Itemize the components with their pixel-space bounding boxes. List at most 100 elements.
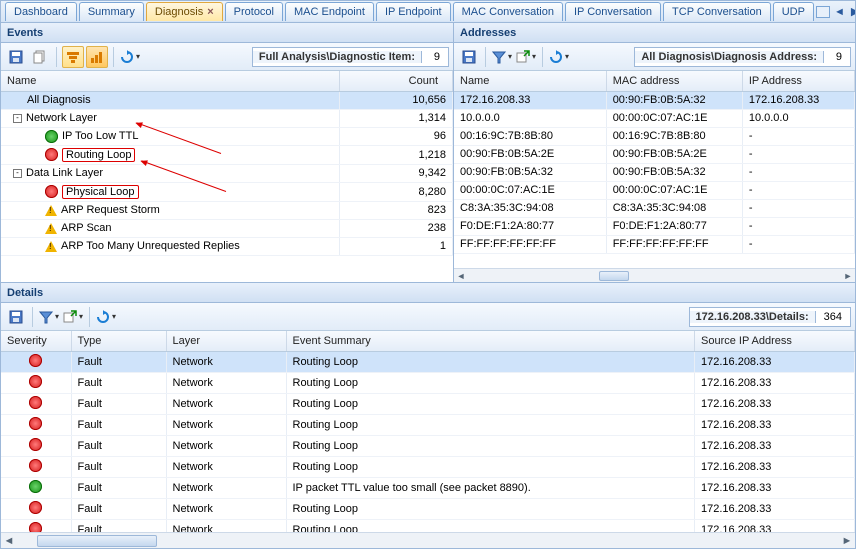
tab-diagnosis[interactable]: Diagnosis×: [146, 2, 223, 21]
col-summary[interactable]: Event Summary: [286, 331, 695, 351]
details-hscroll[interactable]: ◄ ►: [1, 532, 855, 548]
tree-toggle[interactable]: -: [13, 169, 22, 178]
tab-tcp-conversation[interactable]: TCP Conversation: [663, 2, 771, 21]
cell-summary: Routing Loop: [286, 456, 695, 477]
events-row[interactable]: ARP Request Storm823: [1, 201, 453, 219]
events-row[interactable]: ARP Too Many Unrequested Replies1: [1, 237, 453, 255]
row-label: ARP Scan: [61, 222, 112, 234]
details-row[interactable]: FaultNetworkRouting Loop172.16.208.33: [1, 372, 855, 393]
details-row[interactable]: FaultNetworkRouting Loop172.16.208.33: [1, 498, 855, 519]
address-row[interactable]: 10.0.0.000:00:0C:07:AC:1E10.0.0.0: [454, 109, 855, 127]
col-name[interactable]: Name: [454, 71, 606, 91]
addresses-status-value: 9: [824, 51, 850, 63]
cell-src: 172.16.208.33: [695, 456, 855, 477]
addresses-hscroll[interactable]: ◄►: [454, 268, 855, 282]
address-row[interactable]: 00:90:FB:0B:5A:2E00:90:FB:0B:5A:2E-: [454, 145, 855, 163]
address-row[interactable]: 172.16.208.3300:90:FB:0B:5A:32172.16.208…: [454, 91, 855, 109]
details-row[interactable]: FaultNetworkRouting Loop172.16.208.33: [1, 351, 855, 372]
tree-toggle[interactable]: -: [13, 114, 22, 123]
address-row[interactable]: 00:90:FB:0B:5A:3200:90:FB:0B:5A:32-: [454, 163, 855, 181]
filter-icon[interactable]: [62, 46, 84, 68]
copy-icon[interactable]: [29, 46, 51, 68]
tab-ip-conversation[interactable]: IP Conversation: [565, 2, 661, 21]
details-row[interactable]: FaultNetworkRouting Loop172.16.208.33: [1, 456, 855, 477]
events-grid[interactable]: NameCountAll Diagnosis10,656-Network Lay…: [1, 71, 453, 282]
scrollbar-thumb[interactable]: [37, 535, 157, 547]
cell-mac: 00:90:FB:0B:5A:2E: [606, 145, 742, 163]
events-row[interactable]: IP Too Low TTL96: [1, 127, 453, 145]
cell-mac: 00:90:FB:0B:5A:32: [606, 163, 742, 181]
col-layer[interactable]: Layer: [166, 331, 286, 351]
events-row[interactable]: All Diagnosis10,656: [1, 91, 453, 109]
save-icon[interactable]: [5, 306, 27, 328]
tab-protocol[interactable]: Protocol: [225, 2, 283, 21]
funnel-icon[interactable]: ▾: [38, 306, 60, 328]
chart-icon[interactable]: [86, 46, 108, 68]
tab-dashboard[interactable]: Dashboard: [5, 2, 77, 21]
col-count[interactable]: Count: [340, 71, 453, 91]
addresses-status-label: All Diagnosis\Diagnosis Address:: [635, 51, 824, 63]
save-icon[interactable]: [458, 46, 480, 68]
row-count: 8,280: [340, 182, 453, 201]
cell-type: Fault: [71, 435, 166, 456]
error-icon: [29, 501, 42, 514]
address-row[interactable]: 00:00:0C:07:AC:1E00:00:0C:07:AC:1E-: [454, 181, 855, 199]
error-icon: [29, 459, 42, 472]
tab-strip: DashboardSummaryDiagnosis×ProtocolMAC En…: [1, 1, 855, 23]
row-count: 96: [340, 127, 453, 145]
tab-udp[interactable]: UDP: [773, 2, 814, 21]
details-row[interactable]: FaultNetworkRouting Loop172.16.208.33: [1, 414, 855, 435]
cell-severity: [1, 351, 71, 372]
tab-scroll-left[interactable]: ◄: [832, 6, 847, 18]
col-mac[interactable]: MAC address: [606, 71, 742, 91]
tab-mac-conversation[interactable]: MAC Conversation: [453, 2, 563, 21]
details-row[interactable]: FaultNetworkIP packet TTL value too smal…: [1, 477, 855, 498]
cell-mac: FF:FF:FF:FF:FF:FF: [606, 235, 742, 253]
export-icon[interactable]: ▾: [62, 306, 84, 328]
row-count: 1: [340, 237, 453, 255]
events-row[interactable]: -Network Layer1,314: [1, 109, 453, 127]
tab-summary[interactable]: Summary: [79, 2, 144, 21]
col-name[interactable]: Name: [1, 71, 340, 91]
tab-mini-icon[interactable]: [816, 6, 830, 18]
cell-name: C8:3A:35:3C:94:08: [454, 199, 606, 217]
details-grid[interactable]: SeverityTypeLayerEvent SummarySource IP …: [1, 331, 855, 532]
events-row[interactable]: Physical Loop 8,280: [1, 182, 453, 201]
events-row[interactable]: Routing Loop1,218: [1, 145, 453, 164]
address-row[interactable]: C8:3A:35:3C:94:08C8:3A:35:3C:94:08-: [454, 199, 855, 217]
address-row[interactable]: FF:FF:FF:FF:FF:FFFF:FF:FF:FF:FF:FF-: [454, 235, 855, 253]
address-row[interactable]: 00:16:9C:7B:8B:8000:16:9C:7B:8B:80-: [454, 127, 855, 145]
refresh-icon[interactable]: ▾: [95, 306, 117, 328]
tab-scroll-right[interactable]: ▶: [849, 5, 855, 18]
funnel-icon[interactable]: ▾: [491, 46, 513, 68]
details-row[interactable]: FaultNetworkRouting Loop172.16.208.33: [1, 393, 855, 414]
cell-src: 172.16.208.33: [695, 393, 855, 414]
addresses-grid[interactable]: NameMAC addressIP Address172.16.208.3300…: [454, 71, 855, 268]
address-row[interactable]: F0:DE:F1:2A:80:77F0:DE:F1:2A:80:77-: [454, 217, 855, 235]
cell-src: 172.16.208.33: [695, 351, 855, 372]
cell-mac: F0:DE:F1:2A:80:77: [606, 217, 742, 235]
save-icon[interactable]: [5, 46, 27, 68]
tab-mac-endpoint[interactable]: MAC Endpoint: [285, 2, 374, 21]
cell-severity: [1, 414, 71, 435]
col-source-ip[interactable]: Source IP Address: [695, 331, 855, 351]
events-row[interactable]: -Data Link Layer9,342: [1, 164, 453, 182]
cell-ip: -: [742, 145, 854, 163]
refresh-icon[interactable]: ▾: [119, 46, 141, 68]
events-row[interactable]: ARP Scan238: [1, 219, 453, 237]
export-icon[interactable]: ▾: [515, 46, 537, 68]
refresh-icon[interactable]: ▾: [548, 46, 570, 68]
row-label: Physical Loop: [62, 185, 139, 199]
cell-type: Fault: [71, 393, 166, 414]
col-ip[interactable]: IP Address: [742, 71, 854, 91]
details-status-value: 364: [816, 311, 850, 323]
details-row[interactable]: FaultNetworkRouting Loop172.16.208.33: [1, 519, 855, 532]
tab-ip-endpoint[interactable]: IP Endpoint: [376, 2, 451, 21]
cell-src: 172.16.208.33: [695, 372, 855, 393]
close-icon[interactable]: ×: [207, 6, 213, 18]
details-row[interactable]: FaultNetworkRouting Loop172.16.208.33: [1, 435, 855, 456]
col-severity[interactable]: Severity: [1, 331, 71, 351]
error-icon: [29, 354, 42, 367]
toolbar-separator: [113, 47, 114, 67]
col-type[interactable]: Type: [71, 331, 166, 351]
